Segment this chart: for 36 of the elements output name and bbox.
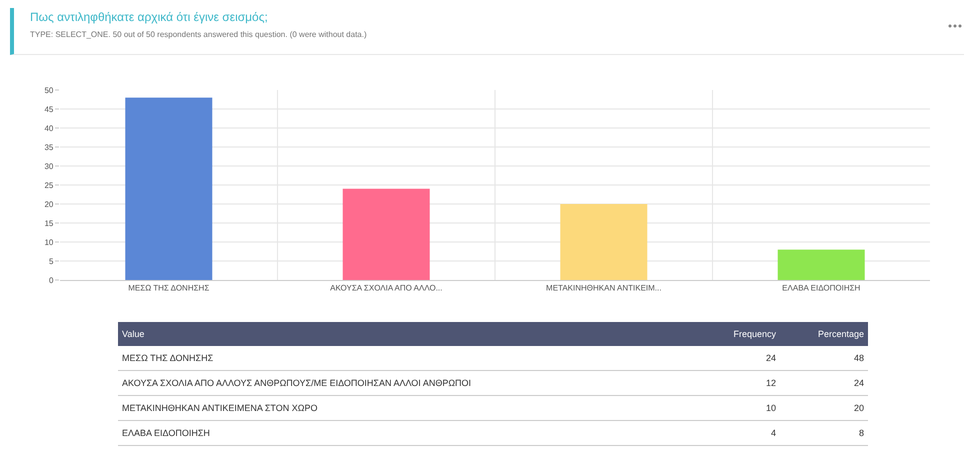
data-label: 4 — [692, 420, 780, 446]
y-tick-label: 45 — [44, 104, 54, 114]
x-tick-label: ΕΛΑΒΑ ΕΙΔΟΠΟΙΗΣΗ — [782, 284, 861, 293]
y-tick-label: 5 — [48, 256, 54, 266]
data-label: 8 — [780, 420, 868, 446]
chart-title: Πως αντιληφθήκατε αρχικά ότι έγινε σεισμός; — [30, 10, 268, 24]
y-tick-label: 35 — [44, 142, 54, 152]
y-tick-label: 30 — [44, 162, 54, 171]
y-tick-label: 10 — [44, 238, 54, 247]
y-tick-label: 20 — [44, 200, 54, 209]
x-tick-label: ΜΕΣΩ ΤΗΣ ΔΟΝΗΣΗΣ — [128, 284, 210, 293]
text: Percentage — [780, 322, 868, 346]
text: Frequency — [692, 322, 780, 346]
category-label: ΜΕΤΑΚΙΝΗΘΗΚΑΝ ΑΝΤΙΚΕΙΜΕΝΑ ΣΤΟΝ ΧΩΡΟ — [118, 396, 692, 420]
x-tick-label: ΜΕΤΑΚΙΝΗΘΗΚΑΝ ΑΝΤΙΚΕΙΜ... — [546, 284, 662, 293]
data-label: 20 — [780, 396, 868, 420]
bar — [125, 98, 212, 280]
category-label: ΕΛΑΒΑ ΕΙΔΟΠΟΙΗΣΗ — [118, 420, 692, 446]
bar — [778, 250, 865, 280]
category-label: ΑΚΟΥΣΑ ΣΧΟΛΙΑ ΑΠΟ ΑΛΛΟΥΣ ΑΝΘΡΩΠΟΥΣ/ΜΕ ΕΙΔΟΠΟΙΗΣΑΝ ΑΛΛΟΙ ΑΝΘΡΩΠΟΙ — [118, 370, 692, 396]
text: Value — [118, 322, 692, 346]
data-label: 24 — [692, 346, 780, 370]
data-label: 12 — [692, 370, 780, 396]
bar — [342, 188, 430, 280]
chart-subtitle: TYPE: SELECT_ONE. 50 out of 50 respondents answered this question. (0 were without data.) — [30, 30, 367, 39]
y-tick-label: 40 — [44, 124, 54, 133]
x-tick-label: ΑΚΟΥΣΑ ΣΧΟΛΙΑ ΑΠΟ ΑΛΛΟ... — [330, 284, 442, 293]
data-label: 24 — [780, 370, 868, 396]
y-tick-label: 15 — [44, 218, 54, 228]
category-label: ΜΕΣΩ ΤΗΣ ΔΟΝΗΣΗΣ — [118, 346, 692, 370]
bar — [560, 204, 648, 280]
data-label: 10 — [692, 396, 780, 420]
y-tick-label: 25 — [44, 180, 54, 190]
y-tick-label: 50 — [44, 86, 54, 95]
y-tick-label: 0 — [48, 276, 54, 285]
data-label: 48 — [780, 346, 868, 370]
